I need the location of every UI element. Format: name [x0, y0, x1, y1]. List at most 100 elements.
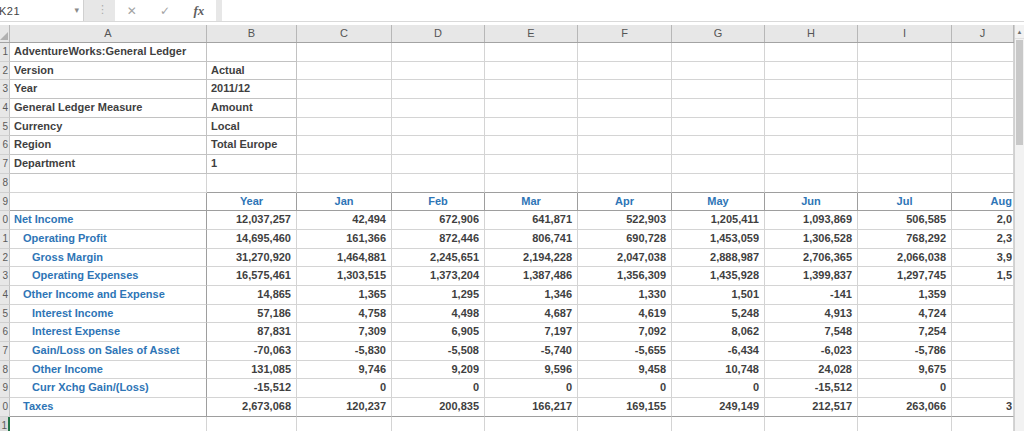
cell[interactable]: [952, 136, 1014, 155]
cell[interactable]: [297, 136, 392, 155]
cell-value[interactable]: -5,786: [858, 342, 952, 361]
cell-value[interactable]: 1,297,745: [858, 267, 952, 286]
cell-month-header[interactable]: May: [672, 193, 765, 212]
cell-value[interactable]: 87,831: [207, 323, 297, 342]
cell[interactable]: [485, 417, 578, 431]
cell-filter-value[interactable]: Total Europe: [207, 136, 297, 155]
cell-value[interactable]: 0: [858, 379, 952, 398]
cell-month-header[interactable]: Mar: [485, 193, 578, 212]
cell[interactable]: [952, 62, 1014, 81]
cell[interactable]: [578, 62, 672, 81]
row-header[interactable]: 9: [0, 379, 10, 398]
cell[interactable]: [765, 43, 858, 62]
cell-value[interactable]: 1,346: [485, 286, 578, 305]
cell-value[interactable]: 212,517: [765, 398, 858, 417]
cell-value[interactable]: 3: [952, 398, 1014, 417]
cell[interactable]: [392, 417, 485, 431]
row-header[interactable]: 7: [0, 155, 10, 174]
cell-value[interactable]: [207, 43, 297, 62]
cell-value[interactable]: 4,619: [578, 305, 672, 324]
cell-value[interactable]: 0: [485, 379, 578, 398]
cell-value[interactable]: 1,330: [578, 286, 672, 305]
cell[interactable]: [765, 62, 858, 81]
cell-value[interactable]: 2,245,651: [392, 249, 485, 268]
row-header[interactable]: 2: [0, 249, 10, 268]
cell-row-label[interactable]: Interest Income: [10, 305, 207, 324]
cell[interactable]: [578, 417, 672, 431]
cell[interactable]: [858, 174, 952, 193]
cell[interactable]: [858, 62, 952, 81]
cell-value[interactable]: 7,254: [858, 323, 952, 342]
cell-value[interactable]: 57,186: [207, 305, 297, 324]
cell-row-label[interactable]: Taxes: [10, 398, 207, 417]
row-header[interactable]: 8: [0, 361, 10, 380]
row-header[interactable]: 0: [0, 398, 10, 417]
column-header-i[interactable]: I: [858, 25, 952, 42]
cell-value[interactable]: 200,835: [392, 398, 485, 417]
row-header[interactable]: 5: [0, 118, 10, 137]
column-header-a[interactable]: A: [10, 25, 207, 42]
column-header-c[interactable]: C: [297, 25, 392, 42]
row-header[interactable]: 9: [0, 193, 10, 212]
cell-row-label[interactable]: Net Income: [10, 211, 207, 230]
cell-value[interactable]: -5,655: [578, 342, 672, 361]
row-header-active[interactable]: 1: [0, 417, 10, 431]
cell[interactable]: [765, 174, 858, 193]
chevron-down-icon[interactable]: ▾: [74, 4, 79, 16]
cell-month-header[interactable]: Aug: [952, 193, 1014, 212]
cell-value[interactable]: 1,464,881: [297, 249, 392, 268]
cell-row-label[interactable]: Other Income: [10, 361, 207, 380]
cell-value[interactable]: 1,093,869: [765, 211, 858, 230]
cell-value[interactable]: [952, 286, 1014, 305]
cell[interactable]: [578, 174, 672, 193]
cell-row-label[interactable]: Operating Expenses: [10, 267, 207, 286]
row-header[interactable]: 0: [0, 211, 10, 230]
cell[interactable]: [952, 417, 1014, 431]
scroll-up-button[interactable]: ▲: [1015, 25, 1024, 39]
cell-row-label[interactable]: Other Income and Expense: [10, 286, 207, 305]
cell[interactable]: [858, 118, 952, 137]
cell-value[interactable]: 806,741: [485, 230, 578, 249]
cell-value[interactable]: -15,512: [765, 379, 858, 398]
row-header[interactable]: 8: [0, 174, 10, 193]
row-header[interactable]: 4: [0, 286, 10, 305]
cell[interactable]: [10, 417, 207, 431]
cell-value[interactable]: 672,906: [392, 211, 485, 230]
cell-value[interactable]: 690,728: [578, 230, 672, 249]
cell-value[interactable]: 31,270,920: [207, 249, 297, 268]
cell[interactable]: [765, 99, 858, 118]
cell[interactable]: [672, 99, 765, 118]
cell-row-label[interactable]: Gain/Loss on Sales of Asset: [10, 342, 207, 361]
row-header[interactable]: 6: [0, 323, 10, 342]
cell[interactable]: [485, 43, 578, 62]
cell-value[interactable]: 4,724: [858, 305, 952, 324]
cell[interactable]: [672, 417, 765, 431]
row-header[interactable]: 2: [0, 62, 10, 81]
cell[interactable]: [297, 62, 392, 81]
formula-input[interactable]: [222, 0, 1024, 21]
cell-value[interactable]: -5,830: [297, 342, 392, 361]
cell[interactable]: [297, 80, 392, 99]
cell[interactable]: [765, 136, 858, 155]
cell-value[interactable]: 7,548: [765, 323, 858, 342]
fx-icon[interactable]: fx: [193, 3, 204, 19]
cell-value[interactable]: 10,748: [672, 361, 765, 380]
cell-value[interactable]: 1,359: [858, 286, 952, 305]
cell-value[interactable]: 1,399,837: [765, 267, 858, 286]
cell-value[interactable]: 7,092: [578, 323, 672, 342]
cell-month-header[interactable]: Feb: [392, 193, 485, 212]
row-header[interactable]: 1: [0, 43, 10, 62]
column-header-j[interactable]: J: [952, 25, 1014, 42]
cell-filter-label[interactable]: Version: [10, 62, 207, 81]
row-header[interactable]: 6: [0, 136, 10, 155]
cell-value[interactable]: 1,387,486: [485, 267, 578, 286]
cell-row-label[interactable]: Operating Profit: [10, 230, 207, 249]
cell-value[interactable]: 6,905: [392, 323, 485, 342]
cell[interactable]: [207, 417, 297, 431]
cell-value[interactable]: 0: [672, 379, 765, 398]
scrollbar-thumb[interactable]: [1016, 40, 1023, 145]
cell[interactable]: [858, 99, 952, 118]
select-all-corner[interactable]: [0, 25, 10, 42]
cell[interactable]: [392, 43, 485, 62]
cell[interactable]: [485, 62, 578, 81]
